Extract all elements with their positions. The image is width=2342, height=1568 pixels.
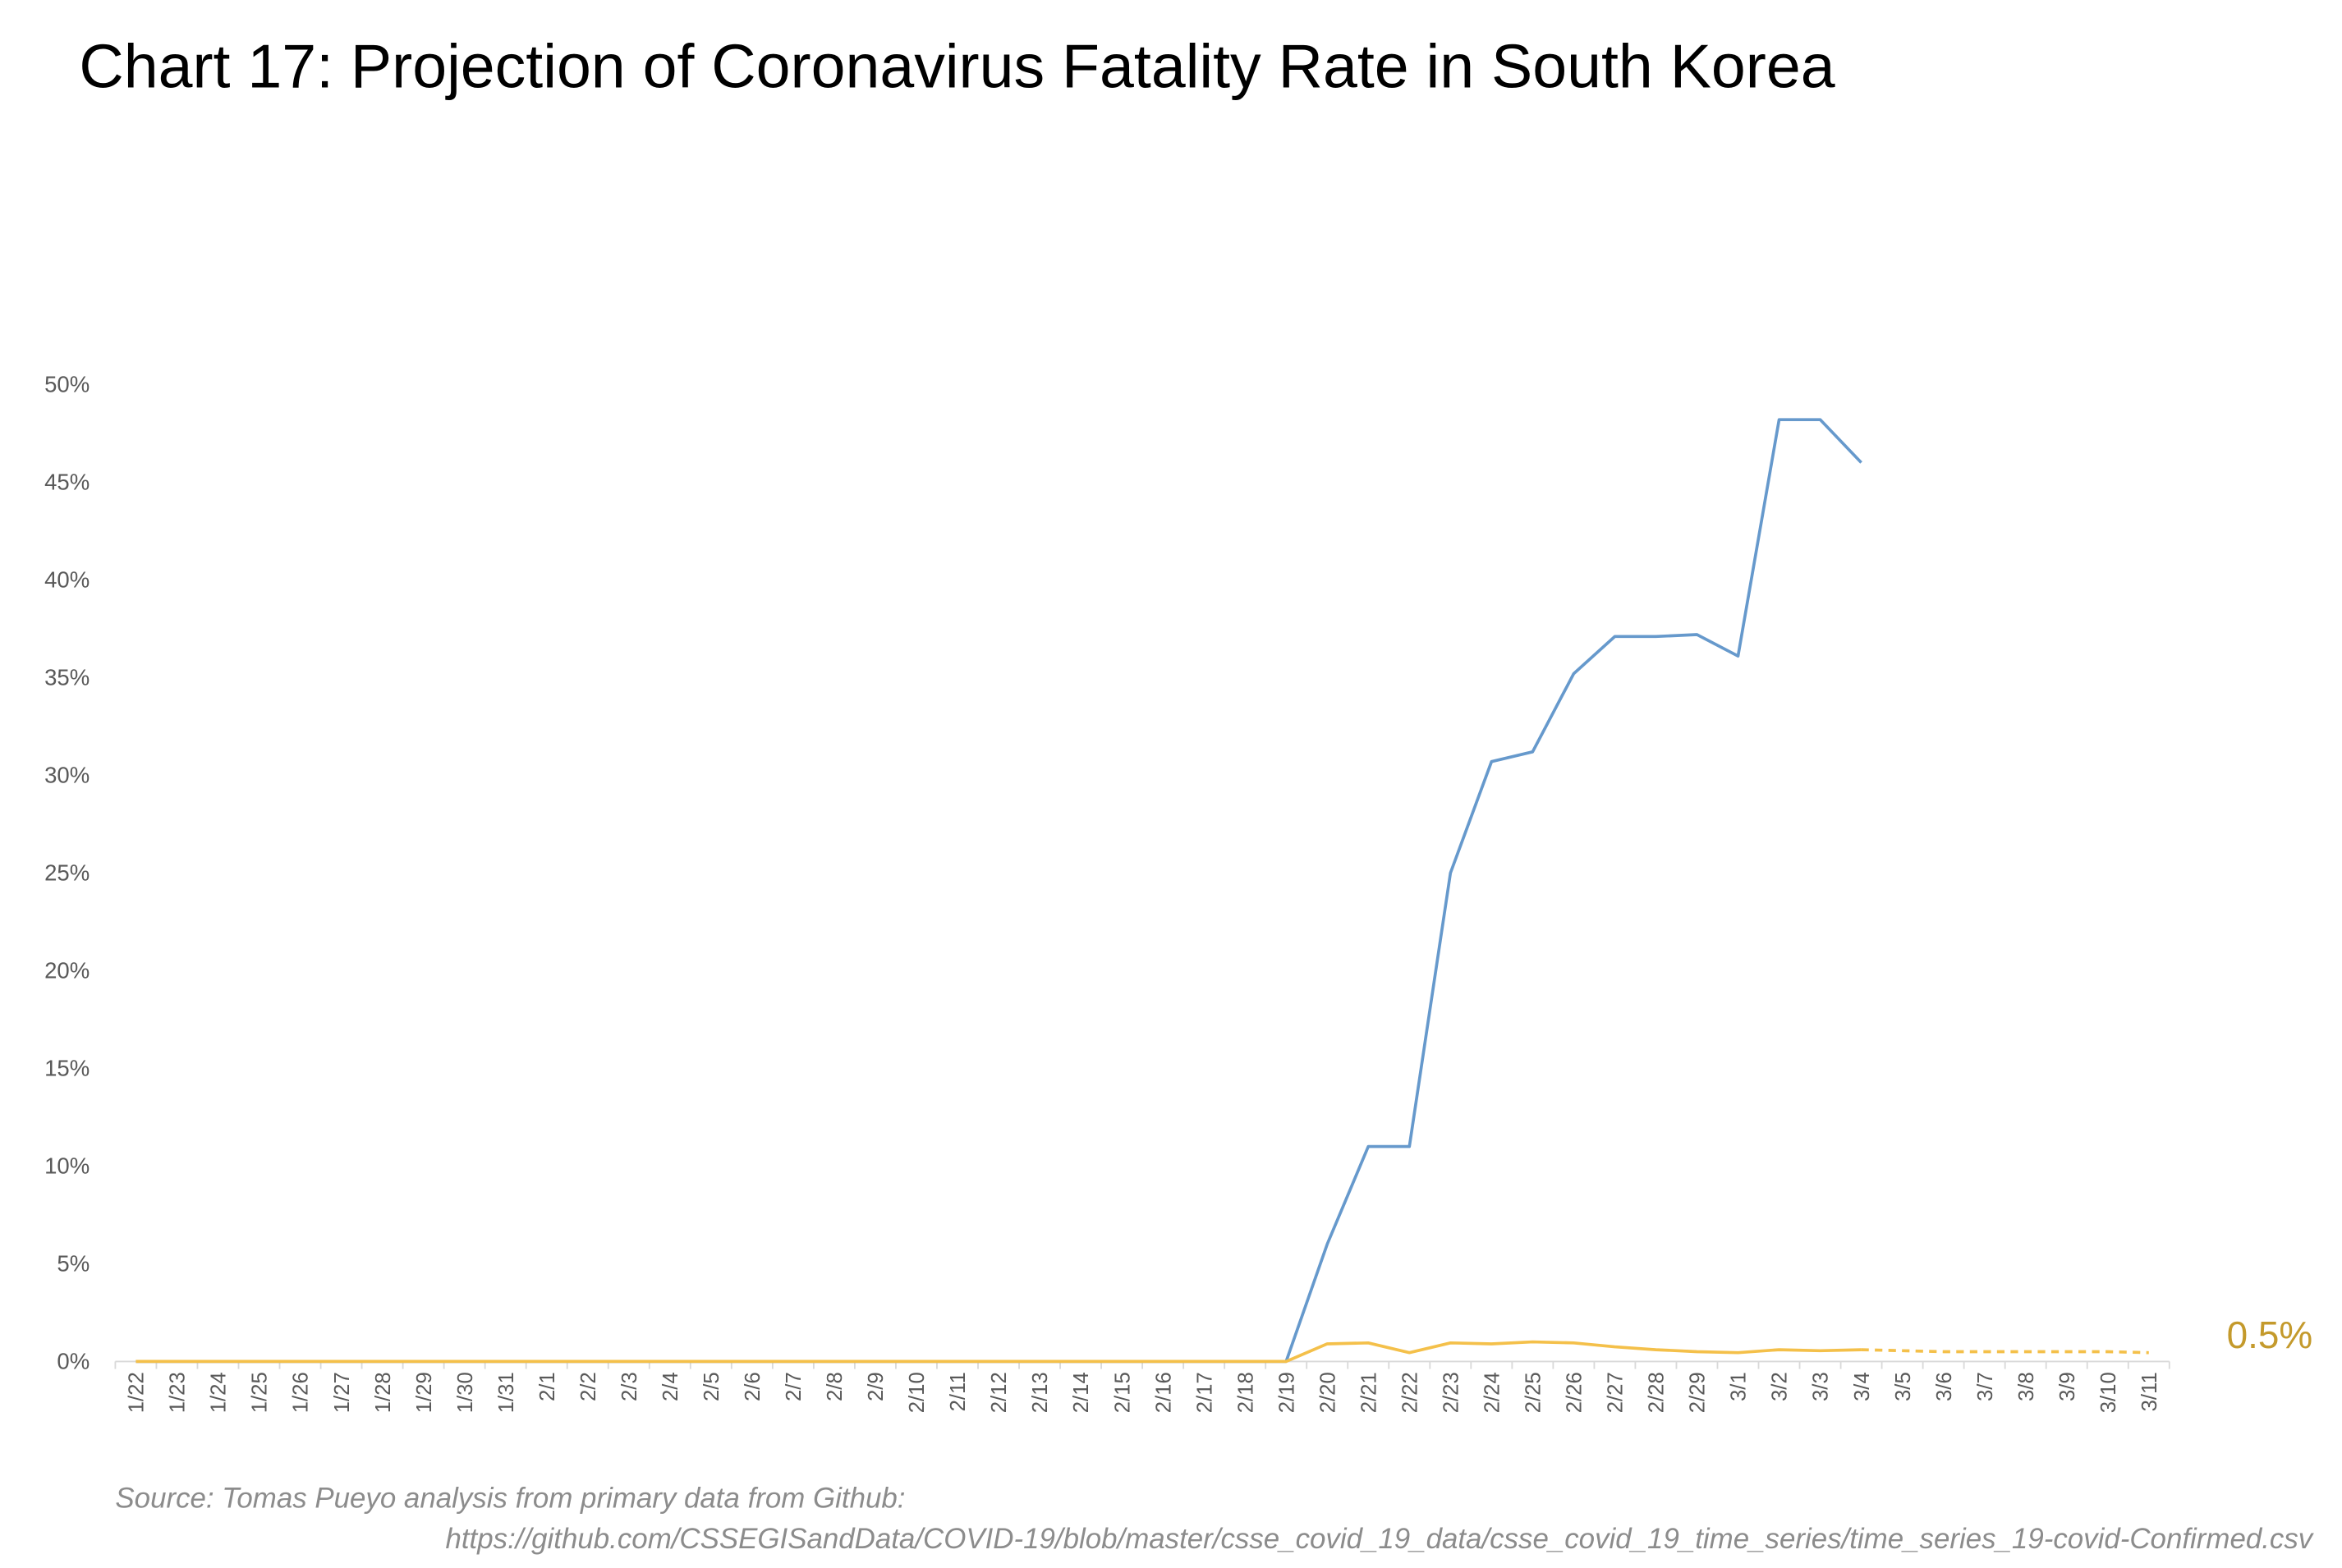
x-tick-label: 1/27 xyxy=(331,1372,354,1413)
x-tick-label: 1/28 xyxy=(372,1372,395,1413)
y-tick-label: 30% xyxy=(44,763,90,788)
x-tick-label: 2/27 xyxy=(1605,1372,1628,1413)
source: Source: Tomas Pueyo analysis from primar… xyxy=(115,1483,905,1515)
x-tick-label: 2/9 xyxy=(865,1372,888,1401)
y-tick-label: 20% xyxy=(44,958,90,983)
x-tick-label: 2/11 xyxy=(947,1372,970,1411)
x-tick-label: 3/6 xyxy=(1933,1372,1956,1401)
x-tick-label: 2/4 xyxy=(659,1372,682,1401)
x-tick-label: 1/29 xyxy=(413,1372,436,1413)
data-line xyxy=(1861,1348,2149,1355)
source-url: https://github.com/CSSEGISandData/COVID-… xyxy=(445,1523,2314,1555)
x-tick-label: 3/9 xyxy=(2056,1372,2079,1401)
x-tick-label: 3/10 xyxy=(2097,1372,2120,1413)
x-tick-label: 2/12 xyxy=(988,1372,1011,1413)
x-tick-label: 2/18 xyxy=(1234,1372,1257,1413)
chart-title: Chart 17: Projection of Coronavirus Fata… xyxy=(79,32,1835,101)
x-tick-label: 1/22 xyxy=(126,1372,149,1413)
x-tick-label: 2/5 xyxy=(700,1372,723,1401)
x-tick-label: 3/5 xyxy=(1892,1372,1915,1401)
y-tick-label: 40% xyxy=(44,567,90,593)
x-tick-label: 1/25 xyxy=(249,1372,272,1413)
x-tick-label: 3/11 xyxy=(2138,1372,2161,1411)
x-tick-label: 2/2 xyxy=(577,1372,600,1401)
x-tick-label: 2/14 xyxy=(1070,1372,1093,1413)
x-tick-label: 3/1 xyxy=(1728,1372,1751,1401)
x-tick-label: 3/3 xyxy=(1810,1372,1833,1401)
data-line xyxy=(135,1340,1862,1364)
y-tick-label: 25% xyxy=(44,860,90,886)
x-tick-label: 2/29 xyxy=(1687,1372,1710,1413)
x-tick-label: 2/25 xyxy=(1522,1372,1545,1413)
y-tick-label: 15% xyxy=(44,1056,90,1081)
x-tick-label: 2/8 xyxy=(824,1372,847,1401)
x-tick-label: 1/24 xyxy=(208,1372,231,1413)
x-tick-label: 3/8 xyxy=(2015,1372,2038,1401)
x-tick-label: 1/23 xyxy=(167,1372,190,1413)
x-tick-label: 2/26 xyxy=(1564,1372,1587,1413)
x-tick-label: 2/24 xyxy=(1481,1372,1504,1413)
y-tick-label: 5% xyxy=(57,1251,90,1277)
x-tick-label: 2/6 xyxy=(742,1372,765,1401)
x-tick-label: 2/22 xyxy=(1398,1372,1421,1413)
y-tick-label: 0% xyxy=(57,1349,90,1374)
x-tick-label: 2/10 xyxy=(906,1372,929,1413)
x-tick-label: 3/7 xyxy=(1974,1372,1997,1401)
data-line xyxy=(135,418,1862,1364)
y-tick-label: 10% xyxy=(44,1153,90,1179)
x-tick-label: 3/4 xyxy=(1851,1372,1874,1401)
x-tick-label: 1/30 xyxy=(454,1372,477,1413)
x-tick-label: 2/7 xyxy=(783,1372,806,1401)
x-tick-label: 2/15 xyxy=(1111,1372,1134,1413)
x-tick-label: 1/26 xyxy=(290,1372,313,1413)
x-tick-label: 2/19 xyxy=(1275,1372,1298,1413)
x-tick-label: 2/17 xyxy=(1193,1372,1216,1413)
x-tick-label: 2/1 xyxy=(536,1372,559,1401)
x-tick-label: 2/3 xyxy=(618,1372,641,1401)
x-tick-label: 3/2 xyxy=(1769,1372,1792,1401)
annotation: 0.5% xyxy=(2227,1314,2313,1356)
y-tick-label: 50% xyxy=(44,372,90,397)
x-tick-label: 2/13 xyxy=(1029,1372,1052,1413)
y-tick-label: 35% xyxy=(44,665,90,690)
x-tick-label: 2/16 xyxy=(1152,1372,1175,1413)
x-tick-label: 1/31 xyxy=(495,1372,518,1413)
x-tick-label: 2/21 xyxy=(1357,1372,1380,1413)
x-tick-label: 2/28 xyxy=(1646,1372,1669,1413)
x-tick-label: 2/20 xyxy=(1316,1372,1339,1413)
x-tick-label: 2/23 xyxy=(1440,1372,1463,1413)
y-tick-label: 45% xyxy=(44,470,90,495)
